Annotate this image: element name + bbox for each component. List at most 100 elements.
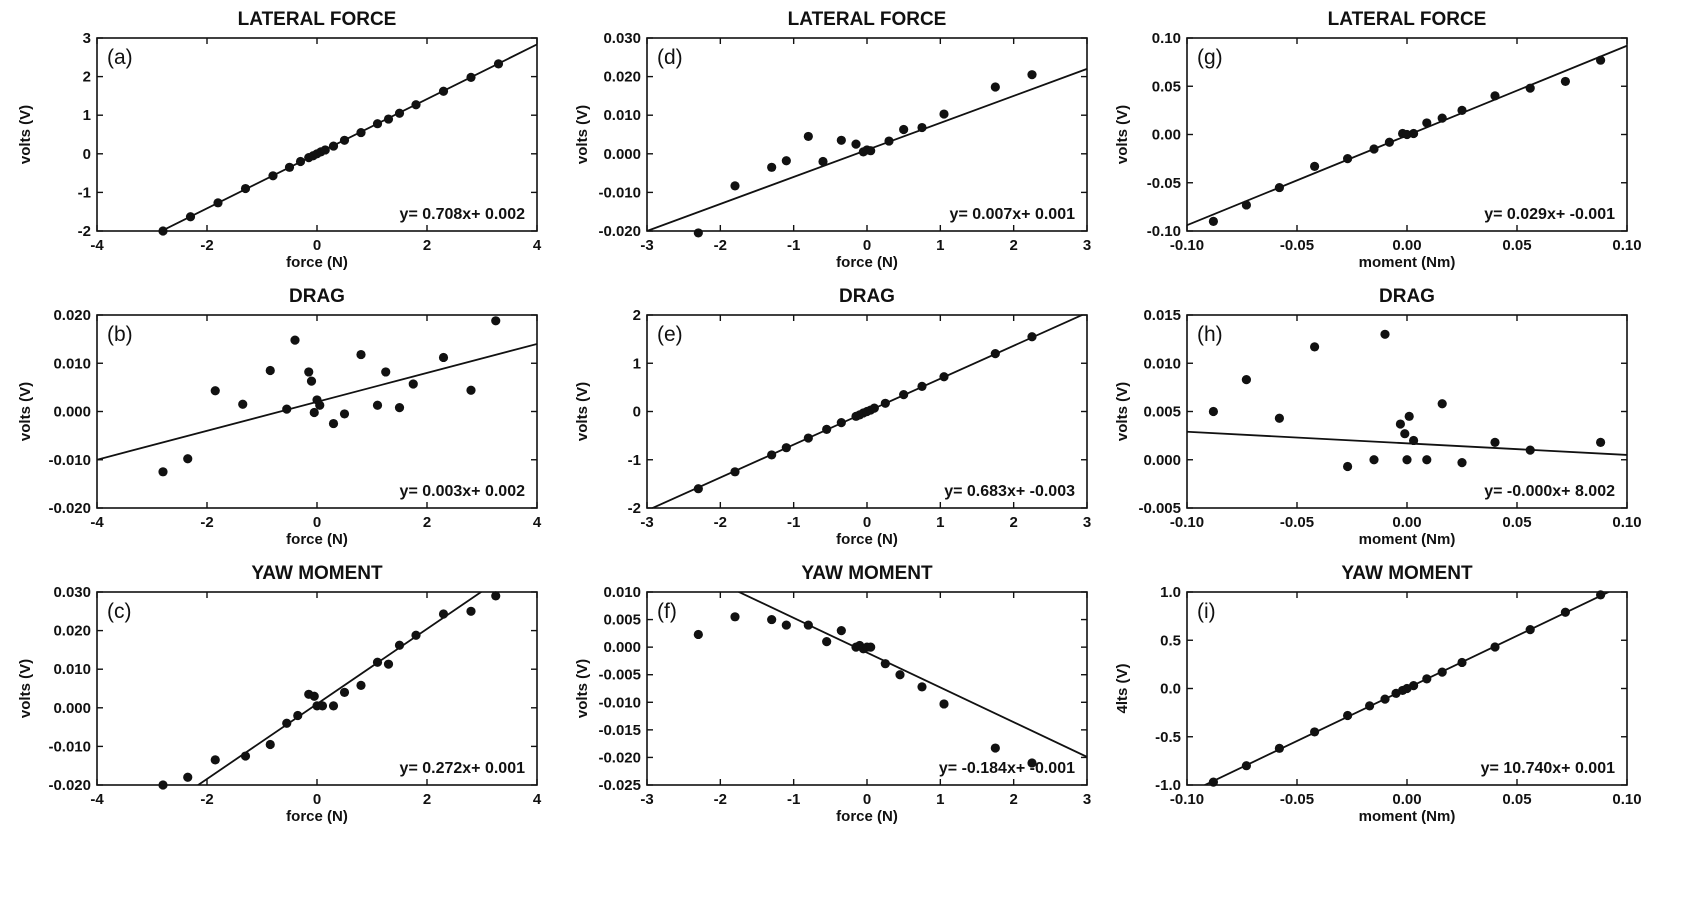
data-point <box>265 365 275 376</box>
data-point <box>1395 419 1405 429</box>
x-tick-label: -2 <box>200 237 213 254</box>
y-tick-label: 0.020 <box>53 307 91 324</box>
data-point <box>320 145 330 155</box>
y-tick-label: 0.00 <box>1152 127 1181 144</box>
x-tick-label: -2 <box>200 791 213 808</box>
data-point <box>917 122 927 133</box>
data-point <box>282 404 292 414</box>
data-point <box>917 381 927 392</box>
data-point <box>1437 113 1447 123</box>
y-tick-label: 0.010 <box>53 661 91 678</box>
data-point <box>693 484 703 494</box>
y-tick-label: -0.010 <box>48 452 91 469</box>
y-tick-label: -0.010 <box>48 738 91 755</box>
data-point <box>1380 329 1390 339</box>
x-tick-label: -1 <box>787 791 800 808</box>
data-point <box>990 82 1000 92</box>
y-tick-label: 0.000 <box>53 700 91 717</box>
x-axis-label: moment (Nm) <box>1359 254 1456 271</box>
panel-title: DRAG <box>1379 286 1435 307</box>
data-point <box>493 59 504 69</box>
y-tick-label: -0.015 <box>598 722 641 739</box>
panel-label: (i) <box>1197 600 1216 623</box>
y-tick-label: 0.05 <box>1152 78 1181 95</box>
y-axis-label: 4lts (V) <box>1114 663 1131 713</box>
data-point <box>438 352 449 363</box>
data-point <box>293 710 303 721</box>
x-tick-label: 0 <box>863 514 871 531</box>
x-tick-label: 0.05 <box>1502 514 1531 531</box>
plot-frame <box>1186 314 1628 509</box>
y-tick-label: 0.5 <box>1160 632 1181 649</box>
data-point <box>213 198 223 208</box>
y-tick-label: 0.0 <box>1160 681 1181 698</box>
y-tick-label: 0.000 <box>603 639 641 656</box>
data-point <box>183 454 193 464</box>
data-point <box>1596 55 1606 65</box>
data-point <box>803 433 813 443</box>
x-tick-label: 2 <box>423 237 431 254</box>
x-tick-label: 0.05 <box>1502 237 1531 254</box>
data-point <box>210 755 220 765</box>
plot-frame <box>646 591 1088 786</box>
data-point <box>1310 161 1320 171</box>
data-point <box>438 86 449 96</box>
y-tick-label: -0.010 <box>598 694 641 711</box>
data-point <box>1409 128 1419 139</box>
y-tick-label: 0.000 <box>1143 452 1181 469</box>
data-point <box>818 156 828 167</box>
data-point <box>767 162 777 172</box>
y-tick-label: 0.010 <box>1143 355 1181 372</box>
data-point <box>328 701 339 711</box>
y-axis-label: volts (V) <box>574 105 591 164</box>
data-point <box>730 612 740 622</box>
data-point <box>1422 118 1432 128</box>
data-point <box>1365 701 1375 711</box>
panel-title: LATERAL FORCE <box>1328 9 1487 30</box>
x-tick-label: 3 <box>1083 237 1091 254</box>
data-point <box>1402 455 1412 465</box>
data-point <box>730 467 740 477</box>
data-point <box>1274 413 1284 423</box>
data-point <box>1457 458 1467 468</box>
y-tick-label: -0.10 <box>1147 223 1181 240</box>
x-tick-label: 4 <box>533 237 542 254</box>
y-tick-label: 1 <box>83 107 91 124</box>
y-tick-label: -1 <box>628 452 641 469</box>
panel-label: (f) <box>657 600 677 623</box>
data-point <box>895 670 905 680</box>
data-point <box>372 657 383 667</box>
data-point <box>210 386 220 396</box>
data-point <box>1343 710 1353 721</box>
data-point <box>240 751 251 761</box>
x-tick-label: 0.00 <box>1392 791 1421 808</box>
y-axis-label: volts (V) <box>17 105 34 164</box>
data-point <box>356 680 366 691</box>
y-tick-label: -0.020 <box>48 500 91 517</box>
data-point <box>1560 76 1570 87</box>
y-tick-label: -2 <box>78 223 91 240</box>
y-tick-label: 3 <box>83 30 91 47</box>
data-point <box>822 424 832 434</box>
x-tick-label: 0 <box>863 237 871 254</box>
y-tick-label: -0.010 <box>598 184 641 201</box>
data-point <box>394 108 405 118</box>
data-point <box>1409 681 1419 691</box>
data-point <box>836 417 846 428</box>
y-axis-label: volts (V) <box>574 382 591 441</box>
data-point <box>1409 435 1419 446</box>
data-point <box>466 72 476 82</box>
x-tick-label: 0 <box>313 514 321 531</box>
x-tick-label: 2 <box>1009 237 1017 254</box>
data-point <box>306 376 317 386</box>
data-point <box>939 372 949 382</box>
x-tick-label: -0.05 <box>1280 237 1314 254</box>
data-point <box>185 212 196 222</box>
data-point <box>1380 694 1390 704</box>
data-point <box>822 637 832 647</box>
x-axis-label: force (N) <box>836 808 898 825</box>
x-axis-label: moment (Nm) <box>1359 808 1456 825</box>
x-tick-label: -2 <box>200 514 213 531</box>
